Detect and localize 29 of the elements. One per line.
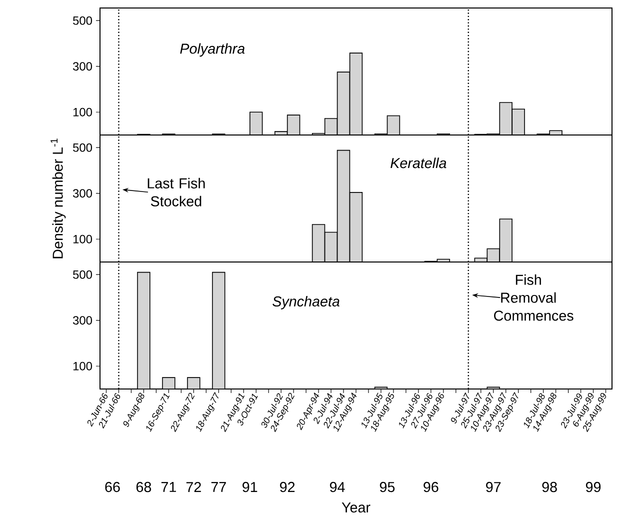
text: 66 [105,482,120,492]
text: 94 [330,482,345,492]
ref-line-label: Last Fish Stocked [148,178,205,206]
text: 71 [161,482,176,492]
text: 96 [424,482,438,492]
text: Keratella [390,158,446,168]
text: 92 [280,482,295,492]
text: 72 [186,482,201,492]
text: 77 [211,482,226,492]
y-tick-label: 100 [73,362,92,370]
text: 99 [586,482,601,492]
text: 98 [542,482,557,492]
y-axis-title: Density number L$^{-1}$ [50,138,66,258]
text: 68 [136,482,152,492]
y-tick-label: 100 [73,108,92,116]
y-tick-label: 300 [72,316,92,325]
y-tick-label: 500 [73,16,92,25]
text: 91 [242,482,258,492]
text: 97 [486,482,501,492]
text: 95 [380,482,395,492]
y-tick-label: 100 [73,234,92,244]
ref-line-label: Fish Removal Commences [494,274,574,321]
x-axis-title: Year [342,502,370,513]
y-tick-label: 300 [72,62,92,71]
text: Synchaeta [272,296,340,310]
y-tick-label: 500 [73,270,92,279]
y-tick-label: 300 [72,189,92,198]
text: Polyarthra [180,43,245,57]
y-tick-label: 500 [73,143,92,152]
